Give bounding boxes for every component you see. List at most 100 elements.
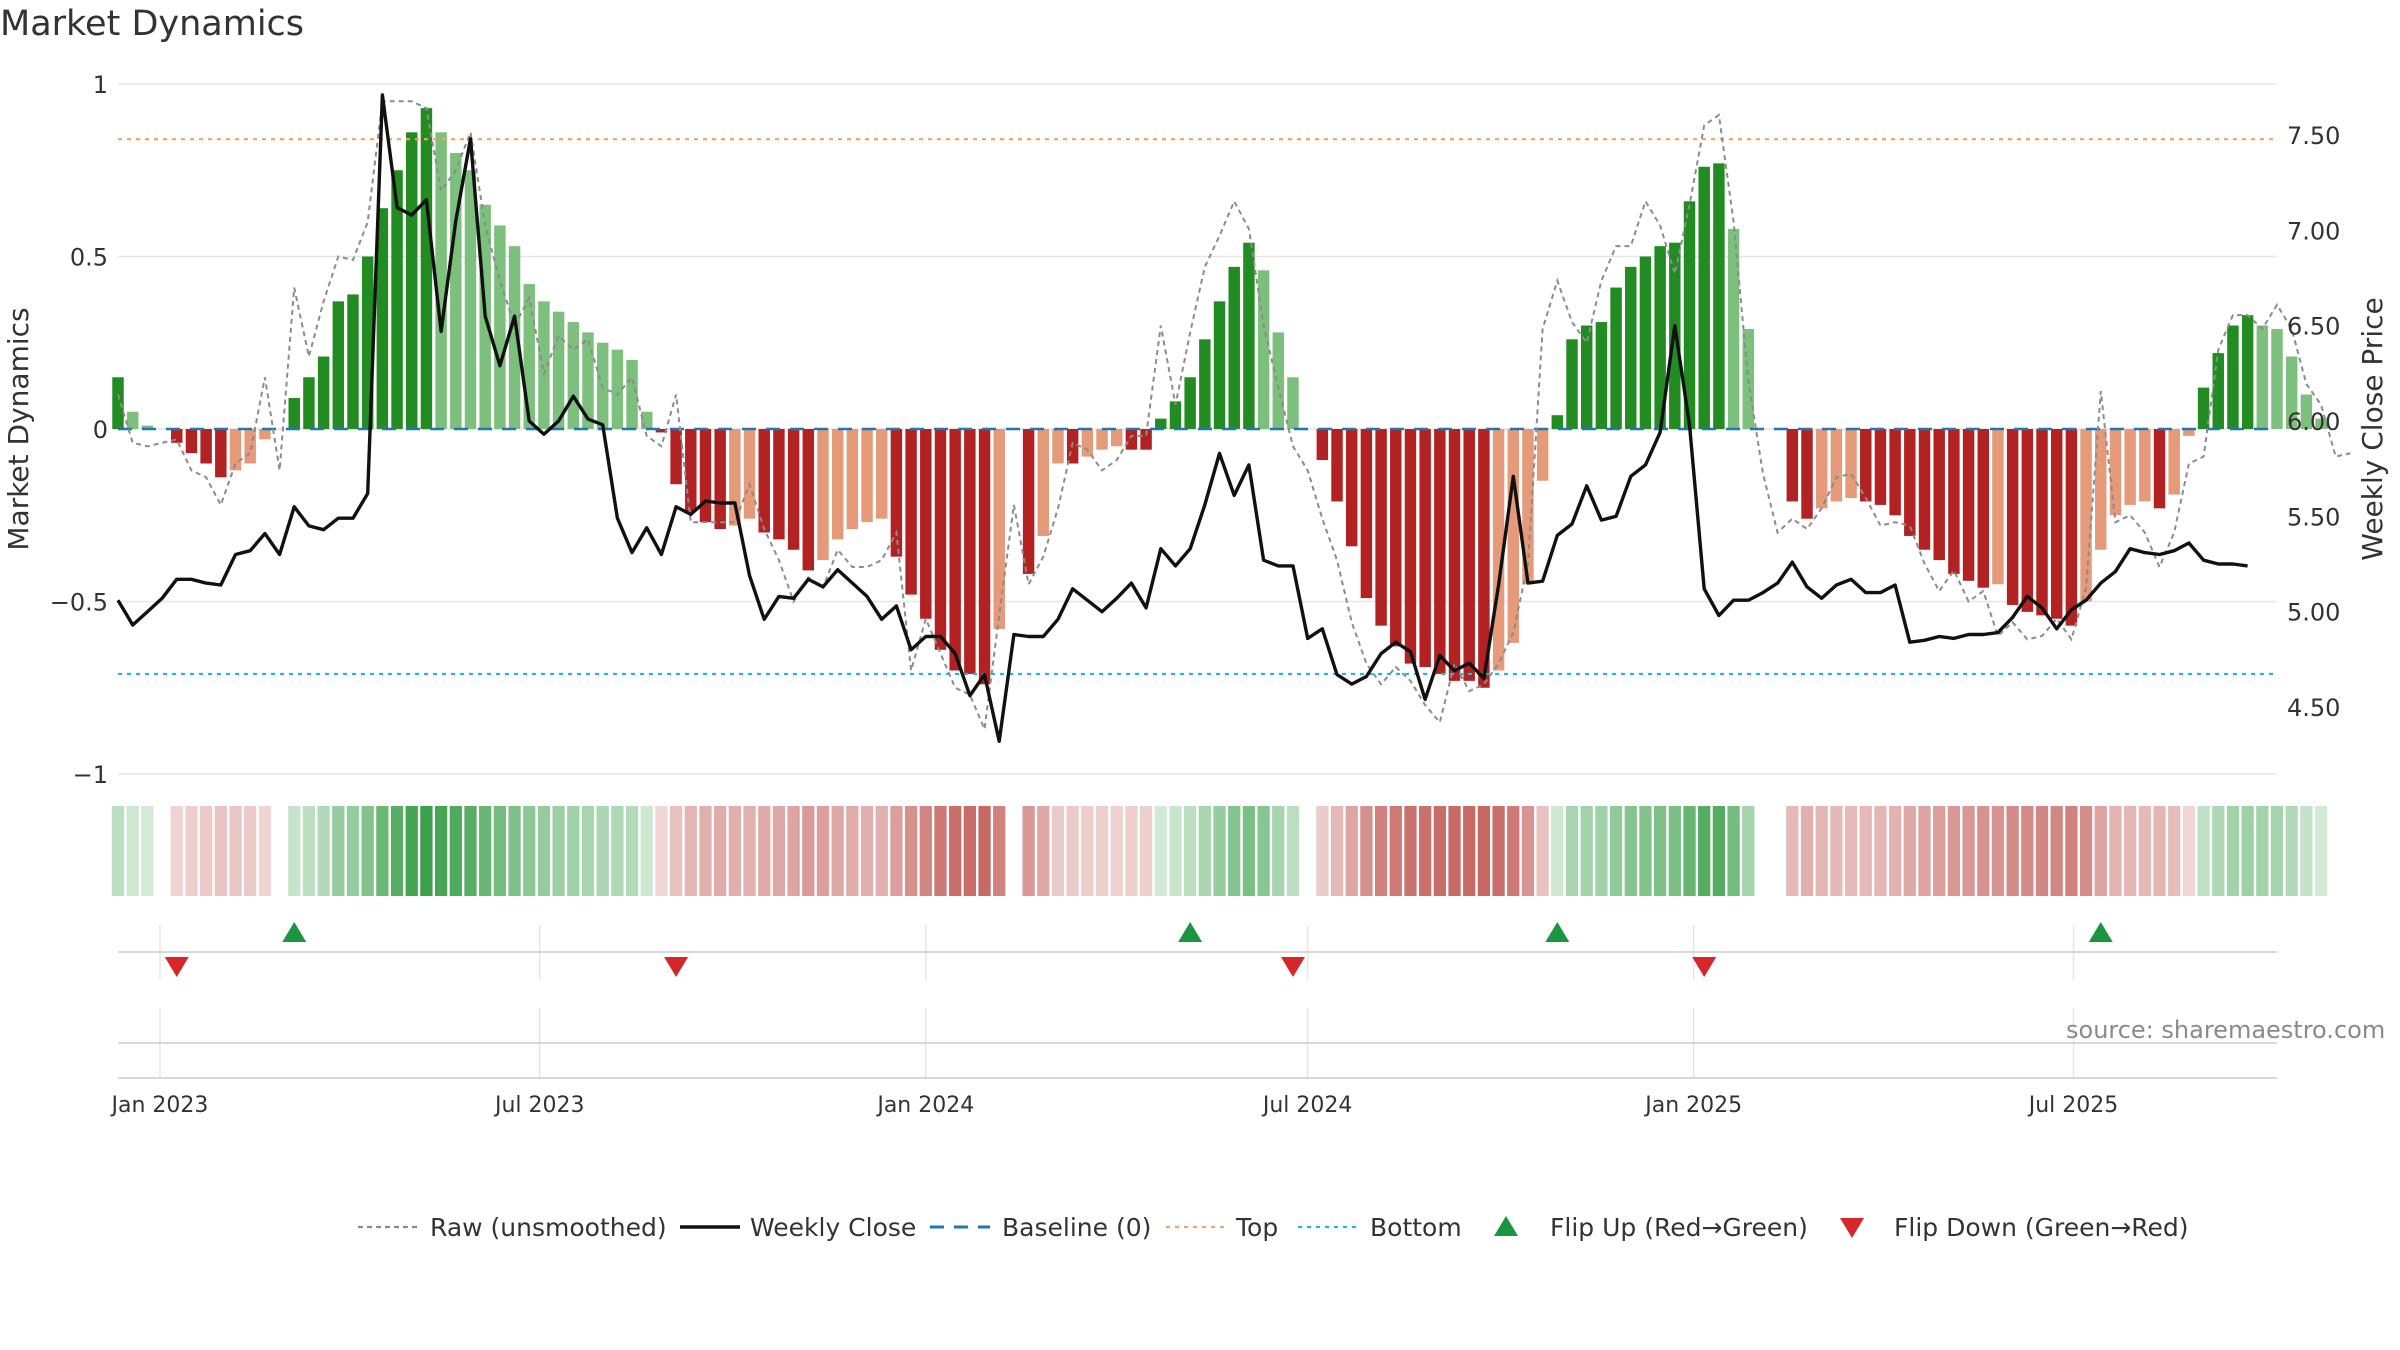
histogram-bar (259, 429, 271, 440)
heat-strip-cell (508, 806, 521, 896)
histogram-bar (1022, 429, 1035, 574)
legend-label-baseline: Baseline (0) (1002, 1213, 1151, 1242)
y2-tick-label: 7.00 (2287, 217, 2340, 245)
heat-strip-cell (1624, 806, 1637, 896)
heat-strip-cell (1815, 806, 1828, 896)
heat-strip-cell (493, 806, 507, 896)
histogram-bar (2271, 328, 2283, 429)
heat-strip-cell (1404, 806, 1417, 896)
heat-strip-cell (1888, 806, 1902, 896)
histogram-bar (1727, 228, 1740, 429)
histogram-bar (890, 429, 903, 557)
x-tick-label: Jul 2023 (493, 1093, 585, 1118)
heat-strip-cell (875, 806, 888, 896)
heat-strip-cell (1110, 806, 1123, 896)
histogram-bar (1801, 429, 1813, 519)
histogram-bar (464, 170, 477, 429)
weekly-close-line (116, 93, 2248, 743)
heat-strip-cell (1463, 806, 1476, 896)
heat-strip-cell (2109, 806, 2122, 896)
heat-strip-cell (2021, 806, 2034, 896)
histogram-bar (523, 284, 535, 429)
legend-label-raw: Raw (unsmoothed) (430, 1213, 667, 1242)
histogram-bar (1977, 429, 1989, 588)
histogram-bar (964, 429, 976, 674)
histogram-bar (1375, 429, 1387, 626)
heat-strip-cell (1139, 806, 1153, 896)
histogram-bar (949, 429, 961, 671)
y-tick-label: −1 (73, 761, 108, 789)
histogram-bar (508, 246, 521, 429)
histogram-bar (2021, 429, 2034, 612)
histogram-bar (2315, 418, 2327, 429)
heat-strip-cell (258, 806, 272, 896)
heat-strip-cell (1742, 806, 1755, 896)
heat-strip-cell (111, 806, 125, 896)
heat-strip-cell (2285, 806, 2298, 896)
y-tick-label: −0.5 (50, 589, 108, 617)
heat-strip-cell (669, 806, 683, 896)
histogram-bar (978, 429, 991, 685)
histogram-bar (670, 429, 682, 485)
histogram-bar (2095, 429, 2107, 550)
histogram-bar (1257, 270, 1270, 429)
histogram-bar (1331, 429, 1343, 502)
histogram-bar (1713, 163, 1725, 429)
histogram-bar (2124, 429, 2136, 505)
heat-strip-cell (1947, 806, 1961, 896)
flip-up-marker (2088, 922, 2113, 942)
heat-strip-cell (890, 806, 903, 896)
histogram-bar (1184, 377, 1196, 429)
heat-strip-cell (1242, 806, 1256, 896)
histogram-bar (1610, 287, 1622, 429)
heat-strip-cell (1433, 806, 1446, 896)
histogram-bar (861, 429, 873, 523)
heat-strip-cell (978, 806, 991, 896)
histogram-bar (1639, 256, 1652, 429)
heat-strip-cell (2314, 806, 2328, 896)
heat-strip-cell (302, 806, 316, 896)
histogram-bars (112, 108, 2327, 688)
histogram-bar (1199, 339, 1211, 429)
heat-strip-cell (1272, 806, 1285, 896)
legend: Raw (unsmoothed) Weekly Close Baseline (0)… (358, 1213, 2189, 1242)
histogram-bar (787, 429, 800, 550)
y-tick-label: 0 (93, 416, 108, 444)
histogram-bar (2065, 429, 2078, 626)
heat-strip-cell (1330, 806, 1344, 896)
histogram-bar (1125, 429, 1138, 450)
histogram-bar (1463, 429, 1475, 681)
histogram-bar (2285, 356, 2298, 429)
histogram-bar (831, 429, 844, 540)
heat-strip-cell (934, 806, 947, 896)
heat-strip-cell (860, 806, 874, 896)
heat-strip-cell (787, 806, 800, 896)
heat-strip-cell (2300, 806, 2313, 896)
histogram-bar (934, 429, 947, 650)
heat-strip-cell (1345, 806, 1358, 896)
flip-down-marker (1280, 957, 1305, 977)
flip-down-marker (664, 957, 689, 977)
heat-strip-cell (714, 806, 727, 896)
heat-strip-cell (141, 806, 154, 896)
heat-strip-cell (1551, 806, 1564, 896)
histogram-bar (288, 397, 300, 429)
histogram-bar (567, 322, 580, 429)
y2-tick-label: 5.50 (2287, 503, 2340, 531)
heat-strip-cell (420, 806, 433, 896)
heat-strip-cell (2138, 806, 2151, 896)
heat-strip-cell (1081, 806, 1094, 896)
heat-strip-cell (1477, 806, 1491, 896)
heat-strip-cell (1874, 806, 1887, 896)
histogram-bar (846, 429, 859, 530)
histogram-bar (420, 108, 433, 430)
heat-strip-cell (816, 806, 830, 896)
heat-strip-cell (317, 806, 330, 896)
histogram-bar (2241, 315, 2254, 429)
heat-strip-cell (1565, 806, 1579, 896)
heat-strip-cell (1698, 806, 1711, 896)
heat-strip-cell (2050, 806, 2063, 896)
heat-strip-cell (2094, 806, 2107, 896)
histogram-bar (993, 429, 1005, 630)
heat-strip-cell (537, 806, 551, 896)
